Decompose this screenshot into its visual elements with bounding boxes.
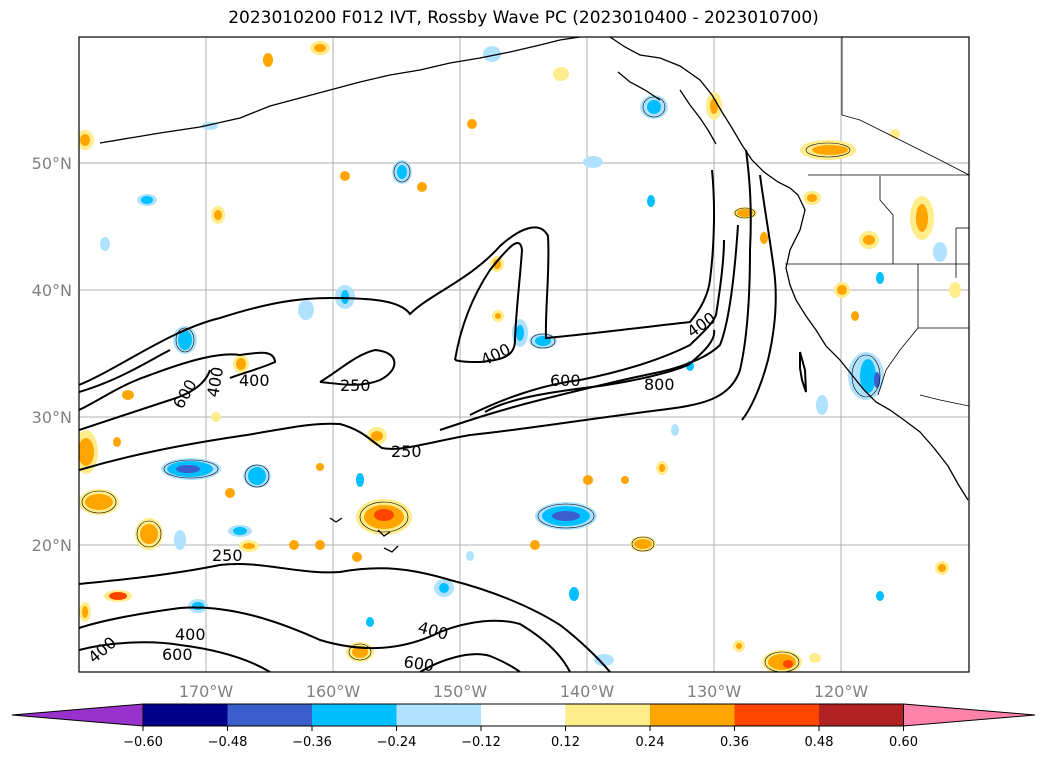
contour-label: 250	[340, 376, 371, 395]
colorbar-tick-label: −0.48	[208, 735, 248, 750]
contour-800-main	[484, 329, 716, 413]
ivt-contours	[79, 149, 807, 672]
alaska-coast	[99, 37, 581, 144]
colorbar-segment	[650, 704, 735, 726]
colorbar-tick-label: 0.48	[805, 735, 834, 750]
contour-250-north	[79, 169, 716, 386]
coast-detail	[617, 71, 661, 101]
gridlines	[79, 37, 969, 672]
state-borders	[785, 37, 969, 407]
colorbar-segment	[565, 704, 650, 726]
coastlines	[99, 37, 969, 553]
neg-anomaly-blob	[176, 465, 200, 473]
colorbar-extend-max	[903, 703, 1036, 727]
colorbar-tick-label: 0.60	[889, 735, 918, 750]
lon-label: 140°W	[560, 682, 615, 701]
lon-label: 160°W	[306, 682, 361, 701]
colorbar-segment	[396, 704, 481, 726]
lon-label: 150°W	[433, 682, 488, 701]
neg-anomaly-blob	[552, 511, 580, 521]
contour-250-tropics	[79, 562, 611, 672]
colorbar-segment	[734, 704, 819, 726]
colorbar: −0.60 −0.48 −0.36 −0.24 −0.12 0.12 0.24 0.36 0.4…	[11, 703, 1036, 750]
contour-400-main	[439, 224, 739, 431]
lat-label: 20°N	[32, 536, 72, 555]
colorbar-segment	[227, 704, 312, 726]
colorbar-segment	[481, 704, 566, 726]
contour-600-main	[469, 239, 725, 416]
contour-label: 600	[402, 652, 435, 675]
colorbar-segment	[819, 704, 904, 726]
contour-250-south	[79, 149, 752, 471]
contour-250-loop	[319, 348, 396, 386]
colorbar-tick-label: 0.36	[720, 735, 749, 750]
colorbar-tick-label: 0.12	[551, 735, 580, 750]
contour-600-tropics	[79, 641, 271, 672]
lon-label: 170°W	[179, 682, 234, 701]
north-america-coast	[609, 37, 969, 501]
lon-label: 120°W	[814, 682, 869, 701]
contour-label: 250	[212, 546, 243, 565]
map-background	[79, 37, 969, 672]
figure-title: 2023010200 F012 IVT, Rossby Wave PC (202…	[228, 8, 819, 28]
colorbar-tick-label: −0.24	[377, 735, 417, 750]
lat-axis: 50°N 40°N 30°N 20°N	[32, 154, 72, 555]
contour-label: 600	[162, 645, 193, 664]
contour-label: 400	[175, 625, 206, 644]
wa-or-id-border	[879, 176, 894, 264]
lat-label: 40°N	[32, 281, 72, 300]
colorbar-segment	[143, 704, 228, 726]
map-frame	[78, 36, 970, 673]
contour-label: 400	[239, 371, 270, 390]
colorbar-frame	[142, 703, 904, 727]
ivt-anomaly-fills	[79, 41, 961, 672]
colorbar-segment	[312, 704, 397, 726]
contour-400-west	[79, 351, 277, 411]
colorbar-extend-min	[11, 703, 144, 727]
lat-label: 50°N	[32, 154, 72, 173]
contour-label: 800	[644, 375, 675, 394]
contour-label: 600	[550, 371, 581, 390]
ca-az-border	[919, 394, 969, 407]
contour-400-loop	[454, 242, 524, 364]
colorbar-tick-label: −0.36	[292, 735, 332, 750]
pos-anomaly-blob	[374, 509, 394, 521]
colorbar-tick-label: −0.12	[461, 735, 501, 750]
colorbar-tick-label: 0.24	[636, 735, 665, 750]
colorbar-tick-label: −0.60	[123, 735, 163, 750]
contour-600-west	[79, 369, 211, 431]
ca-nv-border	[877, 327, 919, 396]
lon-axis: 170°W 160°W 150°W 140°W 130°W 120°W	[179, 682, 869, 701]
coast-detail	[679, 89, 717, 145]
bc-border	[841, 37, 969, 176]
contour-400-tropics	[79, 606, 571, 672]
lat-label: 30°N	[32, 408, 72, 427]
lon-label: 130°W	[687, 682, 742, 701]
contour-label: 250	[391, 442, 422, 461]
